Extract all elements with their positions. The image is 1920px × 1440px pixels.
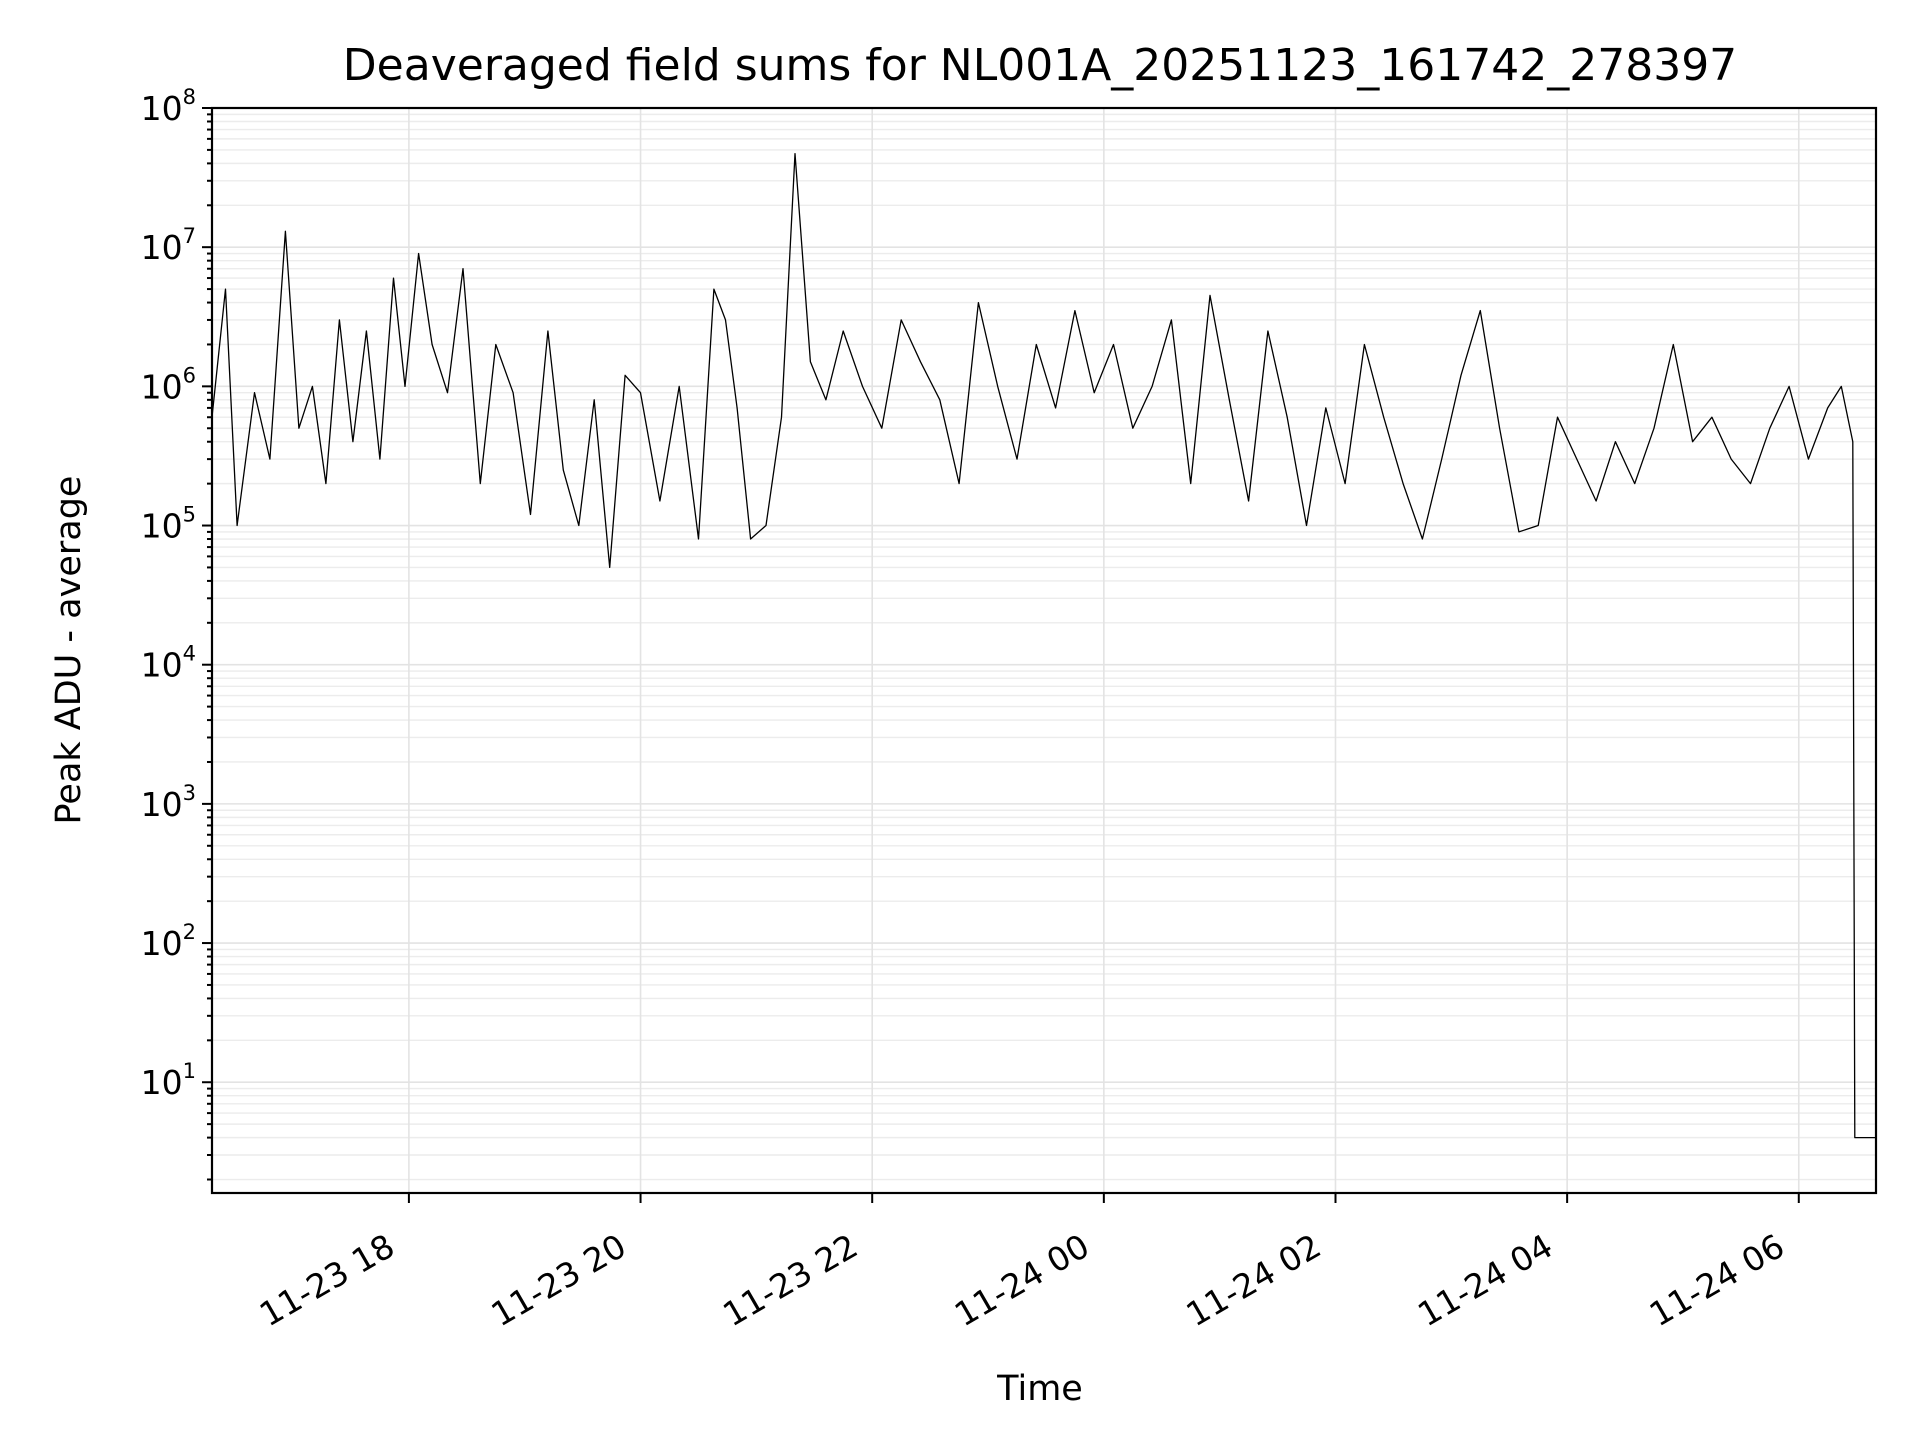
x-tick-label: 11-23 18 xyxy=(253,1226,401,1334)
y-tick-label: 107 xyxy=(141,224,196,267)
x-tick-label: 11-24 06 xyxy=(1643,1226,1791,1334)
x-tick-label: 11-23 20 xyxy=(485,1226,633,1334)
y-tick-label: 104 xyxy=(141,642,196,685)
y-tick-label: 105 xyxy=(141,503,196,546)
y-tick-label: 102 xyxy=(141,920,196,963)
gridlines xyxy=(212,107,1876,1193)
x-tick-label: 11-24 02 xyxy=(1179,1226,1327,1334)
series-line xyxy=(211,152,1876,1139)
x-tick-label: 11-24 00 xyxy=(948,1226,1096,1334)
x-tick-label: 11-23 22 xyxy=(716,1226,864,1334)
x-axis: 11-23 18 11-23 20 11-23 22 11-24 00 11-24 02… xyxy=(253,1193,1800,1334)
chart-title: Deaveraged field sums for NL001A_2025112… xyxy=(343,40,1737,91)
x-axis-label: Time xyxy=(996,1369,1083,1409)
y-axis: 101 102 103 104 105 106 107 108 xyxy=(141,85,212,1181)
x-tick-label: 11-24 04 xyxy=(1411,1226,1559,1334)
plot-frame xyxy=(210,106,1878,1195)
y-axis-label: Peak ADU - average xyxy=(49,476,89,825)
y-tick-label: 103 xyxy=(141,781,196,824)
y-tick-label: 108 xyxy=(141,85,196,128)
y-tick-label: 101 xyxy=(141,1059,196,1102)
y-tick-label: 106 xyxy=(141,363,196,406)
